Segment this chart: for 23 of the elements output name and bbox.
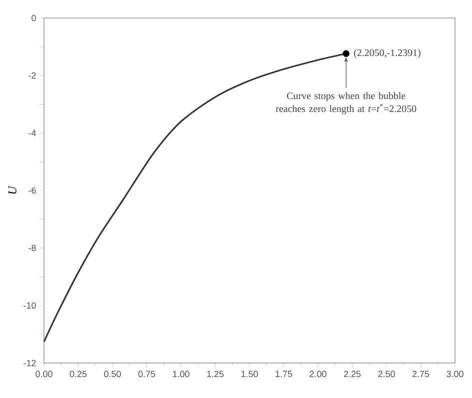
x-tick-label: 1.50 — [241, 370, 258, 378]
y-axis-title: U — [8, 186, 16, 194]
x-tick-label: 2.00 — [310, 370, 326, 378]
x-tick-label: 0.25 — [70, 370, 87, 378]
x-tick-label: 2.75 — [412, 370, 430, 378]
y-tick-label: -6 — [28, 187, 36, 194]
annotation: Curve stops when the bubble reaches zero length at t=t$^{*}$=2.2050 — [276, 92, 416, 114]
x-tick-label: 1.25 — [207, 370, 224, 378]
x-tick-label: 0.00 — [36, 370, 52, 378]
y-tick-label: 0 — [32, 14, 36, 22]
x-tick-label: 2.25 — [344, 370, 361, 378]
y-tick-label: -8 — [28, 244, 36, 252]
y-tick-label: -4 — [28, 130, 36, 136]
y-tick-label: -12 — [24, 360, 36, 366]
x-tick-label: 0.50 — [104, 370, 121, 378]
x-tick-label: 1.75 — [276, 370, 292, 378]
annotation: (2.2050,-1.2391) — [354, 49, 420, 58]
x-tick-label: 3.00 — [446, 370, 464, 378]
x-tick-label: 1.00 — [172, 370, 190, 378]
y-tick-label: -10 — [24, 302, 36, 309]
x-tick-label: 2.50 — [378, 370, 395, 378]
x-tick-label: 0.75 — [138, 370, 156, 378]
y-tick-label: -2 — [28, 72, 36, 79]
